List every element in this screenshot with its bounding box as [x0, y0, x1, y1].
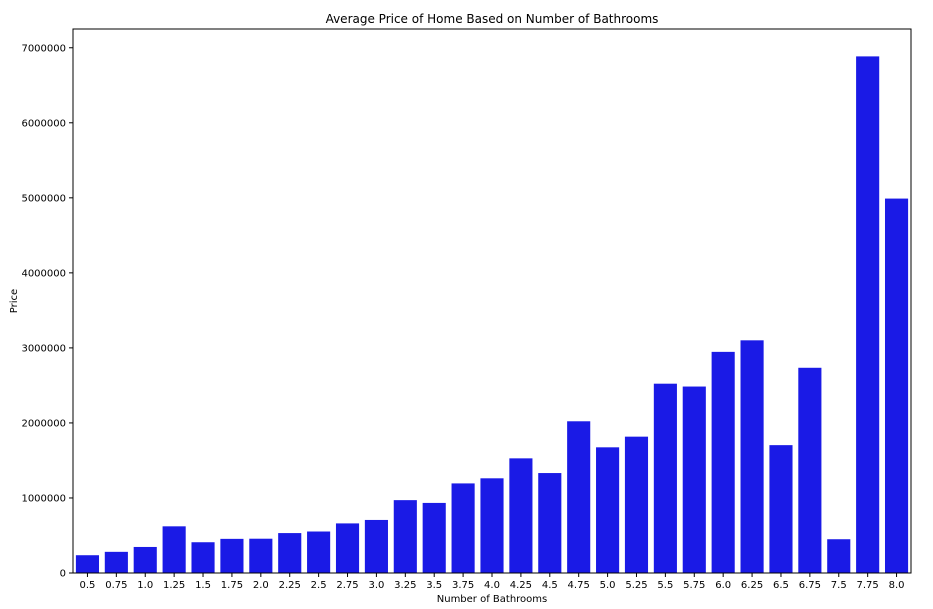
bar-7.75 — [856, 56, 880, 573]
bar-3.5 — [422, 502, 446, 573]
x-tick-label: 4.75 — [568, 580, 590, 591]
bar-1.25 — [162, 526, 186, 573]
bar-6.25 — [740, 340, 764, 573]
x-tick-label: 3.25 — [394, 580, 416, 591]
x-tick-label: 2.75 — [336, 580, 358, 591]
bar-2.75 — [335, 523, 360, 573]
x-tick-label: 8.0 — [889, 580, 905, 591]
x-tick-label: 6.5 — [773, 580, 789, 591]
bar-0.5 — [75, 555, 100, 573]
x-axis: 0.5 0.75 1.0 1.25 1.5 1.75 2.0 2.25 2.5 2.75 3.0 3.… — [79, 573, 905, 591]
x-tick-label: 4.25 — [510, 580, 532, 591]
x-tick-label: 3.75 — [452, 580, 474, 591]
bar-6.75 — [798, 367, 822, 573]
bar-4.25 — [509, 458, 533, 573]
bar-0.75 — [104, 551, 128, 573]
x-tick-label: 1.0 — [137, 580, 153, 591]
bar-6.5 — [769, 445, 793, 573]
bar-2.0 — [249, 538, 273, 573]
y-tick-label: 1000000 — [21, 493, 66, 504]
plot-frame — [72, 28, 912, 574]
bar-5.25 — [624, 436, 649, 573]
x-tick-label: 2.25 — [279, 580, 301, 591]
chart-title: Average Price of Home Based on Number of… — [326, 12, 659, 26]
y-tick-label: 4000000 — [21, 268, 66, 279]
bar-1.75 — [220, 538, 244, 573]
x-tick-label: 1.5 — [195, 580, 211, 591]
y-tick-label: 5000000 — [21, 193, 66, 204]
x-tick-label: 2.0 — [253, 580, 269, 591]
bar-5.5 — [653, 383, 677, 573]
x-tick-label: 6.0 — [715, 580, 731, 591]
x-tick-label: 5.5 — [657, 580, 673, 591]
bar-4.75 — [567, 421, 591, 573]
x-tick-label: 1.25 — [163, 580, 185, 591]
y-tick-label: 2000000 — [21, 418, 66, 429]
x-tick-label: 3.0 — [368, 580, 384, 591]
x-tick-label: 0.75 — [105, 580, 127, 591]
bar-6.0 — [711, 351, 735, 573]
y-tick-label: 7000000 — [21, 43, 66, 54]
x-tick-label: 0.5 — [79, 580, 95, 591]
bar-8.0 — [884, 198, 909, 573]
bar-1.0 — [133, 546, 157, 573]
bar-2.5 — [307, 531, 331, 573]
bar-1.5 — [191, 542, 215, 573]
bar-3.75 — [451, 483, 475, 573]
x-tick-label: 5.0 — [600, 580, 616, 591]
bar-3.25 — [393, 500, 417, 573]
y-tick-label: 0 — [60, 569, 66, 580]
bar-5.75 — [682, 386, 706, 573]
x-tick-label: 2.5 — [311, 580, 327, 591]
bar-5.0 — [596, 447, 620, 573]
x-tick-label: 7.5 — [831, 580, 847, 591]
x-tick-label: 7.75 — [857, 580, 879, 591]
y-tick-label: 3000000 — [21, 343, 66, 354]
x-tick-label: 6.25 — [741, 580, 763, 591]
bar-4.0 — [480, 478, 504, 573]
bar-3.0 — [364, 519, 388, 573]
x-axis-title: Number of Bathrooms — [437, 594, 548, 605]
y-tick-label: 6000000 — [21, 118, 66, 129]
x-tick-label: 3.5 — [426, 580, 442, 591]
bar-7.5 — [827, 539, 851, 573]
x-tick-label: 5.25 — [625, 580, 647, 591]
bars-group — [75, 56, 909, 573]
bar-2.25 — [278, 533, 302, 573]
x-tick-label: 1.75 — [221, 580, 243, 591]
x-tick-label: 4.0 — [484, 580, 500, 591]
y-axis-title: Price — [9, 289, 20, 313]
bar-4.5 — [538, 473, 562, 573]
x-tick-label: 6.75 — [799, 580, 821, 591]
y-axis: 0 1000000 2000000 3000000 4000000 5000000 6000… — [21, 43, 73, 580]
x-tick-label: 4.5 — [542, 580, 558, 591]
x-tick-label: 5.75 — [683, 580, 705, 591]
